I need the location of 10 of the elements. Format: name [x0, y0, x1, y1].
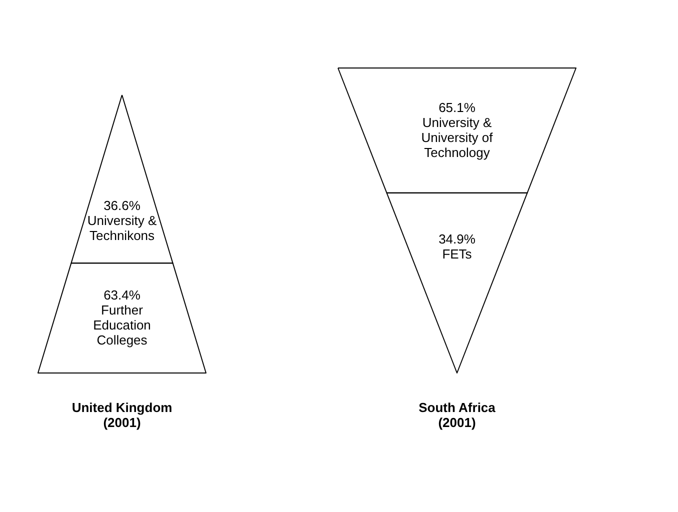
category-label: University & Technikons [87, 213, 157, 244]
text: South Africa (2001) [418, 400, 496, 430]
data-label: 34.9% [438, 231, 476, 246]
category-label: Further Education Colleges [93, 302, 151, 348]
data-label: 36.6% [104, 198, 141, 214]
category-label: FETs [442, 246, 472, 262]
text: United Kingdom (2001) [72, 400, 172, 430]
category-label: University & University of Technology [421, 114, 494, 160]
data-label: 65.1% [438, 100, 476, 115]
data-label: 63.4% [104, 288, 141, 303]
